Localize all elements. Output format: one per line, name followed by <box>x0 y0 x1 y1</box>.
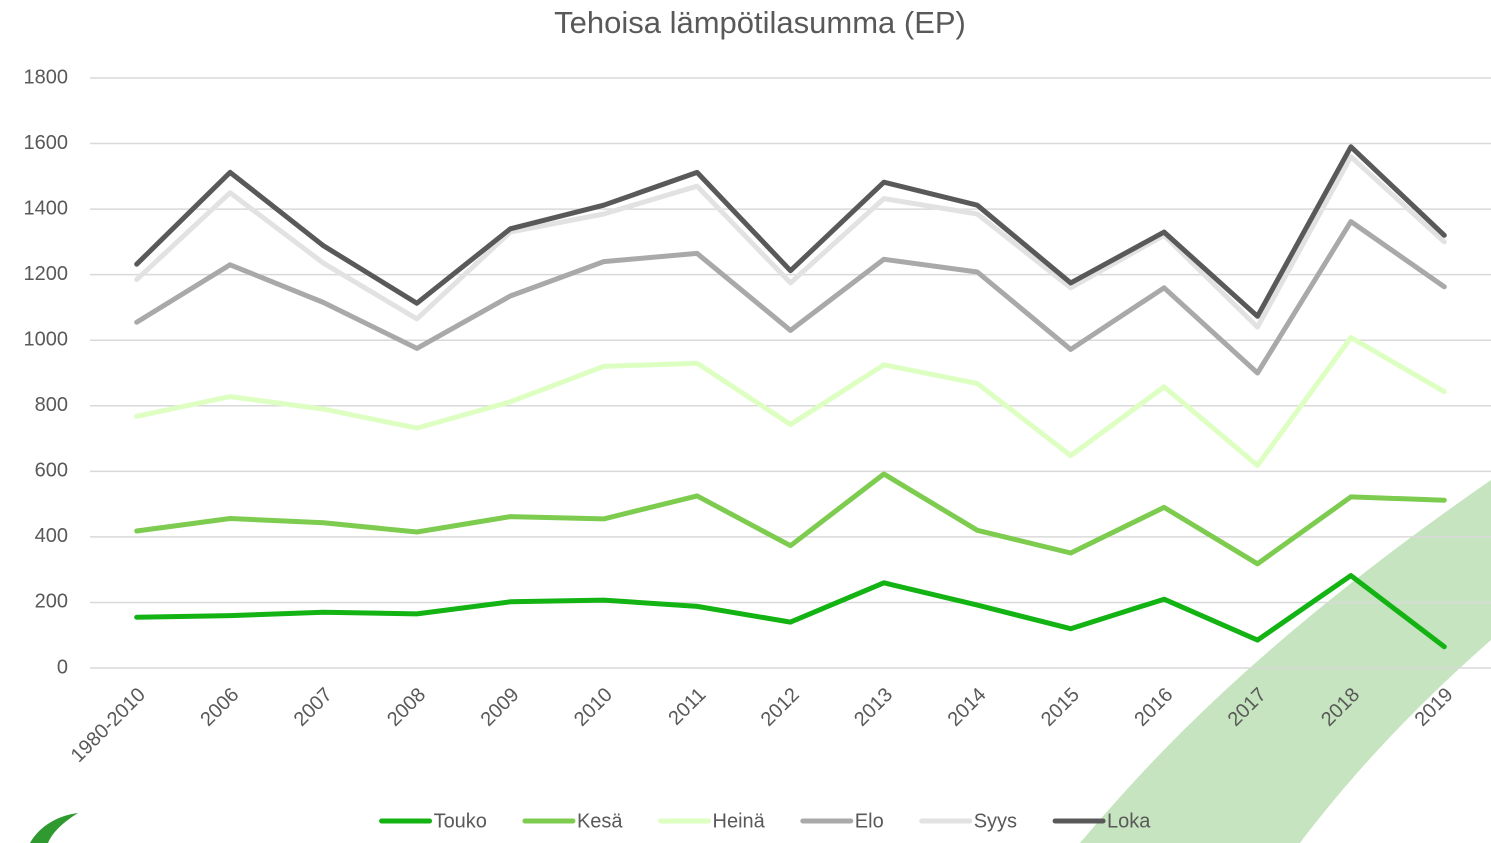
series-line <box>134 154 1447 330</box>
legend-label: Heinä <box>713 810 766 832</box>
y-tick-label: 0 <box>57 656 68 678</box>
series-line <box>134 471 1447 567</box>
x-tick-label: 2006 <box>196 684 243 731</box>
x-tick-label: 2011 <box>664 684 710 730</box>
series-line <box>134 573 1447 650</box>
x-tick-label: 2007 <box>290 684 337 731</box>
x-tick-label: 2010 <box>570 684 617 731</box>
x-tick-label: 2009 <box>477 684 524 731</box>
x-tick-label: 1980-2010 <box>67 684 150 767</box>
x-tick-label: 2016 <box>1130 684 1177 731</box>
legend-label: Syys <box>974 810 1017 832</box>
y-tick-label: 1200 <box>24 263 69 285</box>
x-tick-label: 2012 <box>757 684 804 731</box>
series-line <box>134 335 1447 468</box>
y-tick-label: 1800 <box>24 66 69 88</box>
y-tick-label: 1000 <box>24 329 69 351</box>
x-tick-label: 2014 <box>944 684 991 731</box>
chart-title: Tehoisa lämpötilasumma (EP) <box>554 5 966 40</box>
x-tick-label: 2013 <box>850 684 897 731</box>
legend-label: Loka <box>1107 810 1151 832</box>
legend-label: Touko <box>434 810 487 832</box>
series-line <box>134 219 1447 376</box>
legend-label: Elo <box>855 810 884 832</box>
x-tick-label: 2015 <box>1037 684 1084 731</box>
logo <box>30 813 78 843</box>
background-swoosh <box>1080 480 1491 843</box>
x-tick-label: 2008 <box>383 684 430 731</box>
y-tick-label: 800 <box>35 394 68 416</box>
y-tick-label: 200 <box>35 591 68 613</box>
y-tick-label: 400 <box>35 525 68 547</box>
legend-label: Kesä <box>577 810 623 832</box>
series-line <box>134 144 1447 319</box>
y-tick-label: 1400 <box>24 197 69 219</box>
y-tick-label: 600 <box>35 460 68 482</box>
y-tick-label: 1600 <box>24 132 69 154</box>
